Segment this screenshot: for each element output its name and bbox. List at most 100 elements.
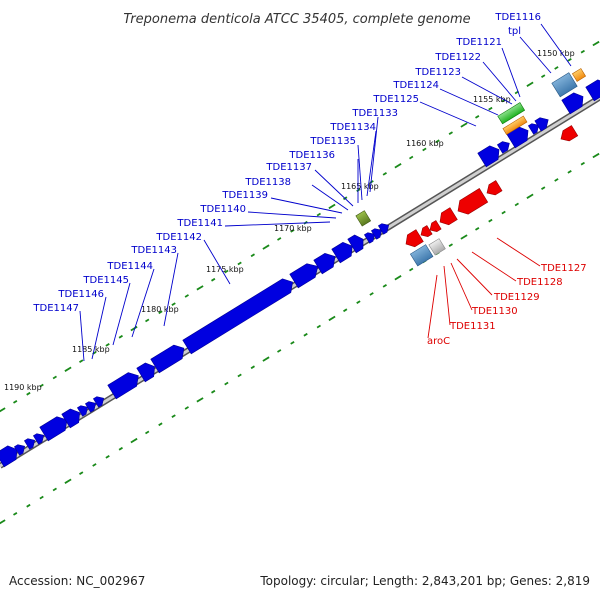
tick-mark xyxy=(237,373,242,378)
tick-mark xyxy=(105,455,110,459)
gene-label: TDE1139 xyxy=(221,190,268,201)
tick-mark xyxy=(64,366,72,372)
tick-mark xyxy=(460,122,468,128)
tick-mark xyxy=(290,229,295,233)
gene-label: TDE1121 xyxy=(455,37,502,48)
tick-mark xyxy=(145,318,150,323)
gene-arrow xyxy=(496,141,510,154)
gene-label: TDE1127 xyxy=(540,263,587,274)
forward-special-genes xyxy=(355,68,587,227)
tick-mark xyxy=(592,152,600,159)
gene-arrow xyxy=(32,433,45,445)
tick-mark xyxy=(13,512,18,516)
scale-label: 1190 kbp xyxy=(4,383,42,392)
scale-label: 1175 kbp xyxy=(206,265,244,274)
gene-label: TDE1124 xyxy=(392,80,439,91)
gene-box-orange xyxy=(502,115,528,135)
gene-label: TDE1141 xyxy=(176,218,223,229)
tick-mark xyxy=(435,139,440,144)
tick-mark xyxy=(369,292,374,296)
scale-label: 1185 kbp xyxy=(72,345,110,354)
gene-label: TDE1145 xyxy=(82,275,129,286)
scale-labels: 1150 kbp 1155 kbp 1160 kbp 1165 kbp 1170… xyxy=(4,49,575,392)
tick-mark xyxy=(580,161,585,166)
gene-label: TDE1129 xyxy=(493,292,540,303)
tick-track-inner xyxy=(0,152,600,525)
tick-mark xyxy=(448,131,453,135)
scale-label: 1155 kbp xyxy=(473,95,511,104)
tick-mark xyxy=(52,487,57,492)
tick-mark xyxy=(118,334,123,339)
gene-arrow xyxy=(363,232,376,244)
gene-label: TDE1116 xyxy=(494,12,541,23)
tick-mark xyxy=(184,294,189,298)
tick-mark xyxy=(237,261,242,266)
gene-arrow xyxy=(527,123,540,135)
gene-arrow xyxy=(84,401,97,413)
tick-mark xyxy=(250,365,255,370)
gene-arrow xyxy=(61,408,80,429)
tick-mark xyxy=(328,315,336,322)
gene-arrow xyxy=(289,263,319,289)
gene-label: TDE1138 xyxy=(244,177,291,188)
gene-arrow xyxy=(477,145,500,168)
tick-mark xyxy=(196,285,204,291)
tick-mark xyxy=(394,275,402,281)
tick-mark xyxy=(475,227,480,231)
tick-mark xyxy=(514,202,519,207)
tick-mark xyxy=(64,478,72,484)
tick-mark xyxy=(158,310,163,315)
gene-arrow xyxy=(13,444,26,456)
tick-mark xyxy=(580,49,585,54)
tick-mark xyxy=(567,58,572,62)
tick-mark xyxy=(118,446,123,451)
tick-mark xyxy=(409,267,414,272)
gene-label: TDE1128 xyxy=(516,277,563,288)
tick-mark xyxy=(394,163,402,169)
tick-mark xyxy=(328,203,336,210)
tick-mark xyxy=(158,422,163,427)
gene-arrow xyxy=(561,92,584,115)
forward-label-leaders xyxy=(79,23,572,362)
gene-arrow xyxy=(182,278,293,355)
tick-mark xyxy=(460,234,468,240)
gene-label: TDE1140 xyxy=(199,204,246,215)
tick-mark xyxy=(567,170,572,174)
tick-mark xyxy=(26,391,31,396)
tick-mark xyxy=(316,324,321,329)
tick-mark xyxy=(277,349,282,353)
genome-summary-text: Topology: circular; Length: 2,843,201 bp… xyxy=(259,574,590,588)
tick-mark xyxy=(422,147,427,152)
gene-arrow xyxy=(370,228,383,240)
tick-mark xyxy=(262,244,270,250)
tick-mark xyxy=(184,406,189,410)
gene-label: TDE1146 xyxy=(57,289,104,300)
tick-mark xyxy=(554,66,559,70)
tick-mark xyxy=(79,359,84,363)
gene-label: TDE1147 xyxy=(32,303,79,314)
forward-gene-labels: TDE1116 tpl TDE1121 TDE1122 TDE1123 TDE1… xyxy=(32,12,541,314)
gene-box-steel xyxy=(551,72,578,98)
tick-mark xyxy=(92,463,97,467)
tick-mark xyxy=(290,341,295,345)
gene-arrow-reverse xyxy=(420,225,433,237)
tick-mark xyxy=(541,74,546,78)
reverse-gene-labels: TDE1127 TDE1128 TDE1129 TDE1130 TDE1131 … xyxy=(427,263,587,347)
gene-label: TDE1142 xyxy=(155,232,202,243)
tick-mark xyxy=(488,106,493,111)
tick-mark xyxy=(592,40,600,47)
gene-box-green xyxy=(497,102,526,125)
gene-arrow xyxy=(347,234,364,254)
tick-mark xyxy=(39,383,44,388)
tick-mark xyxy=(224,381,229,386)
tick-mark xyxy=(303,332,308,337)
tick-mark xyxy=(250,253,255,258)
tick-mark xyxy=(382,284,387,288)
tick-mark xyxy=(554,178,559,182)
gene-box-steel-reverse xyxy=(409,244,434,267)
forward-strand-genes xyxy=(0,79,600,468)
tick-mark xyxy=(224,269,229,274)
tick-mark xyxy=(409,155,414,160)
reverse-special-genes xyxy=(409,238,446,267)
